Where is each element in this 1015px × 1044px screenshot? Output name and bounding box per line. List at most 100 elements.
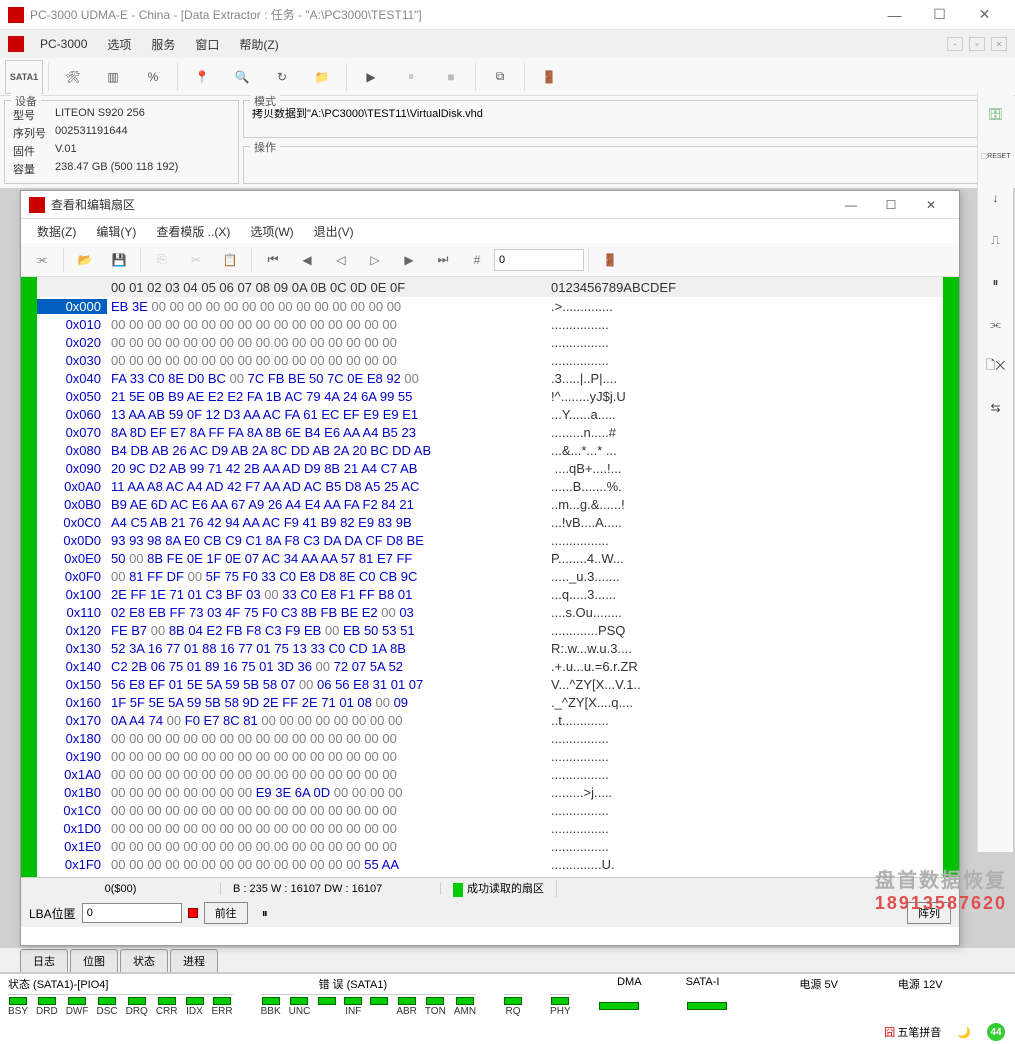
- reset-icon[interactable]: ⬚RESET: [982, 142, 1010, 170]
- save-icon[interactable]: 💾: [102, 245, 136, 275]
- pause-small-icon[interactable]: ⏸: [262, 906, 268, 921]
- hex-exit-icon[interactable]: 🚪: [593, 245, 627, 275]
- db-icon[interactable]: 🗄: [982, 100, 1010, 128]
- hex-row[interactable]: 0x0F000 81 FF DF 00 5F 75 F0 33 C0 E8 D8…: [37, 567, 943, 585]
- hex-row[interactable]: 0x1E000 00 00 00 00 00 00 00 00 00 00 00…: [37, 837, 943, 855]
- hex-row[interactable]: 0x040FA 33 C0 8E D0 BC 00 7C FB BE 50 7C…: [37, 369, 943, 387]
- hex-row[interactable]: 0x140C2 2B 06 75 01 89 16 75 01 3D 36 00…: [37, 657, 943, 675]
- hex-minimize[interactable]: —: [831, 192, 871, 218]
- sata-button[interactable]: SATA1: [5, 60, 43, 94]
- mdi-close[interactable]: ×: [991, 37, 1007, 51]
- arrows-icon[interactable]: ⇆: [982, 394, 1010, 422]
- hex-row[interactable]: 0x13052 3A 16 77 01 88 16 77 01 75 13 33…: [37, 639, 943, 657]
- hex-maximize[interactable]: ☐: [871, 192, 911, 218]
- chip2-icon[interactable]: ⎍: [982, 226, 1010, 254]
- ime-indicator[interactable]: 囧五笔拼音: [878, 1022, 947, 1042]
- menu-app[interactable]: PC-3000: [32, 35, 95, 53]
- open-icon[interactable]: 📂: [68, 245, 102, 275]
- moon-icon[interactable]: 🌙: [951, 1024, 977, 1041]
- hex-row[interactable]: 0x0C0A4 C5 AB 21 76 42 94 AA AC F9 41 B9…: [37, 513, 943, 531]
- hex-row[interactable]: 0x000EB 3E 00 00 00 00 00 00 00 00 00 00…: [37, 297, 943, 315]
- hex-row[interactable]: 0x15056 E8 EF 01 5E 5A 59 5B 58 07 00 06…: [37, 675, 943, 693]
- copy-icon[interactable]: ⎘: [145, 245, 179, 275]
- hex-row[interactable]: 0x06013 AA AB 59 0F 12 D3 AA AC FA 61 EC…: [37, 405, 943, 423]
- hex-row[interactable]: 0x01000 00 00 00 00 00 00 00 00 00 00 00…: [37, 315, 943, 333]
- copy-icon[interactable]: ⧉: [481, 60, 519, 94]
- pause-icon[interactable]: ⏸: [392, 60, 430, 94]
- hex-menu-template[interactable]: 查看模版 ..(X): [148, 221, 238, 242]
- hex-row[interactable]: 0x09020 9C D2 AB 99 71 42 2B AA AD D9 8B…: [37, 459, 943, 477]
- percent-icon[interactable]: %: [134, 60, 172, 94]
- go-button[interactable]: 前往: [204, 902, 248, 924]
- next-icon[interactable]: ▶: [392, 245, 426, 275]
- lba-input[interactable]: [82, 903, 182, 923]
- back-icon[interactable]: ◁: [324, 245, 358, 275]
- goto-input[interactable]: [494, 249, 584, 271]
- link-icon[interactable]: ⫘: [982, 310, 1010, 338]
- arrow-down-icon[interactable]: ↓: [982, 184, 1010, 212]
- hex-row[interactable]: 0x05021 5E 0B B9 AE E2 E2 FA 1B AC 79 4A…: [37, 387, 943, 405]
- hex-menu-edit[interactable]: 编辑(Y): [88, 221, 144, 242]
- menu-options[interactable]: 选项: [99, 34, 139, 55]
- fwd-icon[interactable]: ▷: [358, 245, 392, 275]
- hex-row[interactable]: 0x11002 E8 EB FF 73 03 4F 75 F0 C3 8B FB…: [37, 603, 943, 621]
- hex-row[interactable]: 0x1C000 00 00 00 00 00 00 00 00 00 00 00…: [37, 801, 943, 819]
- tab-bitmap[interactable]: 位图: [70, 949, 118, 972]
- tools-icon[interactable]: 🛠: [54, 60, 92, 94]
- pin-icon[interactable]: 📍: [183, 60, 221, 94]
- led-blank: [318, 997, 336, 1017]
- sata-icon[interactable]: ⫘: [25, 245, 59, 275]
- paste-icon[interactable]: 📋: [213, 245, 247, 275]
- maximize-button[interactable]: ☐: [917, 1, 962, 29]
- last-icon[interactable]: ⏭: [426, 245, 460, 275]
- hex-row[interactable]: 0x19000 00 00 00 00 00 00 00 00 00 00 00…: [37, 747, 943, 765]
- menu-service[interactable]: 服务: [143, 34, 183, 55]
- hex-row[interactable]: 0x1B000 00 00 00 00 00 00 00 E9 3E 6A 0D…: [37, 783, 943, 801]
- pause-icon[interactable]: ⏸: [982, 268, 1010, 296]
- hex-row[interactable]: 0x120FE B7 00 8B 04 E2 FB F8 C3 F9 EB 00…: [37, 621, 943, 639]
- hex-row[interactable]: 0x080B4 DB AB 26 AC D9 AB 2A 8C DD AB 2A…: [37, 441, 943, 459]
- mdi-restore[interactable]: ▫: [969, 37, 985, 51]
- stop-icon[interactable]: ■: [432, 60, 470, 94]
- tab-process[interactable]: 进程: [170, 949, 218, 972]
- chip-icon[interactable]: ▥: [94, 60, 132, 94]
- minimize-button[interactable]: —: [872, 1, 917, 29]
- play-icon[interactable]: ▶: [352, 60, 390, 94]
- goto-icon[interactable]: #: [460, 245, 494, 275]
- close-button[interactable]: ✕: [962, 1, 1007, 29]
- hex-row[interactable]: 0x1A000 00 00 00 00 00 00 00 00 00 00 00…: [37, 765, 943, 783]
- binoculars-icon[interactable]: 🔍: [223, 60, 261, 94]
- tab-log[interactable]: 日志: [20, 949, 68, 972]
- hex-row[interactable]: 0x1700A A4 74 00 F0 E7 8C 81 00 00 00 00…: [37, 711, 943, 729]
- hex-row[interactable]: 0x0D093 93 98 8A E0 CB C9 C1 8A F8 C3 DA…: [37, 531, 943, 549]
- hex-row[interactable]: 0x18000 00 00 00 00 00 00 00 00 00 00 00…: [37, 729, 943, 747]
- hex-row[interactable]: 0x03000 00 00 00 00 00 00 00 00 00 00 00…: [37, 351, 943, 369]
- hex-row[interactable]: 0x0E050 00 8B FE 0E 1F 0E 07 AC 34 AA AA…: [37, 549, 943, 567]
- notification-badge[interactable]: 44: [981, 1021, 1011, 1043]
- hex-row[interactable]: 0x0A011 AA A8 AC A4 AD 42 F7 AA AD AC B5…: [37, 477, 943, 495]
- menu-help[interactable]: 帮助(Z): [231, 34, 286, 55]
- cut-icon[interactable]: ✂: [179, 245, 213, 275]
- folder-icon[interactable]: 📁: [303, 60, 341, 94]
- first-icon[interactable]: ⏮: [256, 245, 290, 275]
- tab-status[interactable]: 状态: [120, 949, 168, 972]
- mdi-minimize[interactable]: -: [947, 37, 963, 51]
- hex-menu-exit[interactable]: 退出(V): [306, 221, 362, 242]
- record-icon[interactable]: [188, 908, 198, 918]
- hex-row[interactable]: 0x0708A 8D EF E7 8A FF FA 8A 8B 6E B4 E6…: [37, 423, 943, 441]
- menu-window[interactable]: 窗口: [187, 34, 227, 55]
- prev-icon[interactable]: ◀: [290, 245, 324, 275]
- hex-row[interactable]: 0x02000 00 00 00 00 00 00 00 00 00 00 00…: [37, 333, 943, 351]
- hex-menu-options[interactable]: 选项(W): [242, 221, 301, 242]
- cycle-icon[interactable]: ↻: [263, 60, 301, 94]
- hex-row[interactable]: 0x1F000 00 00 00 00 00 00 00 00 00 00 00…: [37, 855, 943, 873]
- hex-row[interactable]: 0x1002E FF 1E 71 01 C3 BF 03 00 33 C0 E8…: [37, 585, 943, 603]
- hex-row[interactable]: 0x1D000 00 00 00 00 00 00 00 00 00 00 00…: [37, 819, 943, 837]
- hex-menu-data[interactable]: 数据(Z): [29, 221, 84, 242]
- hex-close[interactable]: ✕: [911, 192, 951, 218]
- exit-icon[interactable]: 🚪: [530, 60, 568, 94]
- hex-row[interactable]: 0x0B0B9 AE 6D AC E6 AA 67 A9 26 A4 E4 AA…: [37, 495, 943, 513]
- doc-x-icon[interactable]: 🗋✕: [982, 352, 1010, 380]
- hex-row[interactable]: 0x1601F 5F 5E 5A 59 5B 58 9D 2E FF 2E 71…: [37, 693, 943, 711]
- mode-value: 拷贝数据到"A:\PC3000\TEST11\VirtualDisk.vhd: [252, 105, 1002, 121]
